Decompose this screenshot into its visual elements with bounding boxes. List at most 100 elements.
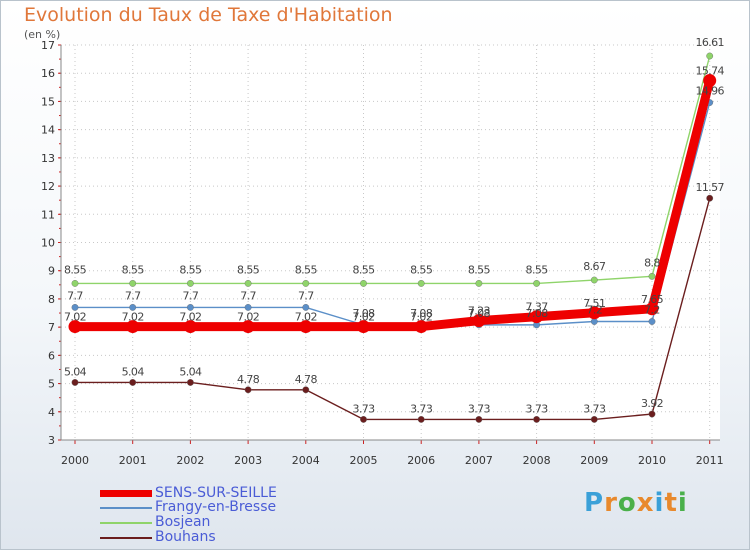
- legend-swatch: [100, 490, 152, 497]
- data-point: [706, 52, 714, 60]
- data-label: 7.02: [295, 311, 317, 324]
- data-point: [302, 280, 310, 287]
- data-point: [186, 303, 194, 311]
- y-tick-label: 14: [41, 124, 55, 137]
- data-point: [590, 416, 598, 423]
- data-label: 3.73: [352, 402, 375, 415]
- y-tick-label: 15: [41, 95, 55, 108]
- data-label: 4.78: [295, 373, 318, 386]
- data-point: [129, 303, 137, 311]
- data-point: [126, 320, 140, 334]
- x-tick-label: 2011: [696, 454, 724, 467]
- data-label: 8.55: [352, 263, 375, 276]
- data-point: [183, 320, 197, 334]
- data-point: [475, 280, 483, 287]
- x-tick-label: 2008: [523, 454, 551, 467]
- logo-letter: r: [604, 488, 618, 518]
- data-label: 8.55: [179, 263, 202, 276]
- data-point: [648, 410, 656, 418]
- legend-label: Bouhans: [155, 529, 216, 545]
- data-point: [414, 320, 428, 334]
- data-label: 3.73: [410, 402, 433, 415]
- x-tick-label: 2005: [350, 454, 378, 467]
- data-point: [533, 280, 540, 287]
- data-label: 3.92: [641, 397, 663, 410]
- data-label: 8.55: [295, 263, 318, 276]
- y-tick-label: 4: [48, 406, 55, 419]
- legend-item-bouhans: Bouhans: [100, 529, 400, 545]
- data-point: [357, 320, 370, 334]
- data-label: 3.73: [583, 402, 606, 415]
- data-label: 5.04: [179, 365, 202, 378]
- y-tick-label: 7: [48, 321, 55, 334]
- data-point: [590, 276, 598, 284]
- y-tick-label: 5: [48, 378, 55, 391]
- data-point: [71, 280, 79, 287]
- data-point: [129, 379, 137, 386]
- data-label: 8.55: [526, 263, 549, 276]
- data-label: 7.2: [644, 304, 660, 317]
- y-tick-label: 17: [41, 39, 55, 52]
- data-label: 7.02: [122, 311, 144, 324]
- data-label: 7.02: [410, 311, 432, 324]
- data-point: [241, 320, 255, 334]
- series-bouhans: [71, 194, 714, 423]
- y-tick-label: 6: [48, 349, 55, 362]
- data-label: 7.65: [641, 293, 664, 306]
- legend-item-bosjean: Bosjean: [100, 514, 400, 530]
- legend-label: Frangy-en-Bresse: [155, 499, 277, 515]
- data-label: 7.02: [352, 311, 374, 324]
- data-label: 5.04: [64, 365, 87, 378]
- data-point: [417, 416, 425, 423]
- data-label: 7.02: [64, 311, 86, 324]
- data-point: [186, 280, 194, 287]
- legend-swatch: [100, 522, 152, 524]
- data-label: 8.8: [644, 256, 660, 269]
- y-tick-label: 8: [48, 293, 55, 306]
- data-point: [244, 280, 252, 287]
- data-point: [360, 280, 367, 287]
- y-tick-label: 12: [41, 180, 55, 193]
- data-point: [129, 280, 137, 287]
- data-point: [417, 280, 425, 287]
- chart-title: Evolution du Taux de Taxe d'Habitation: [24, 4, 393, 26]
- data-point: [703, 74, 717, 88]
- data-label: 8.67: [583, 260, 606, 273]
- data-point: [475, 416, 483, 423]
- data-point: [706, 194, 714, 202]
- legend-label: SENS-SUR-SEILLE: [155, 485, 277, 501]
- y-tick-label: 10: [41, 237, 55, 250]
- y-tick-label: 9: [48, 265, 55, 278]
- data-point: [645, 302, 659, 316]
- data-label: 7.02: [237, 311, 259, 324]
- x-tick-label: 2006: [407, 454, 435, 467]
- data-label: 7.02: [179, 311, 201, 324]
- data-label: 11.57: [695, 181, 724, 194]
- data-point: [530, 310, 544, 324]
- data-label: 7.7: [298, 289, 314, 302]
- series-line: [70, 76, 715, 332]
- data-label: 7.08: [410, 307, 433, 320]
- data-point: [68, 320, 82, 334]
- data-label: 7.2: [586, 304, 602, 317]
- data-point: [533, 416, 540, 423]
- series-bosjean: [71, 52, 714, 287]
- data-label: 7.7: [183, 289, 199, 302]
- legend-swatch: [100, 507, 152, 509]
- series-line: [74, 55, 711, 285]
- chart-subtitle: (en %): [24, 28, 61, 41]
- data-label: 7.7: [240, 289, 256, 302]
- data-label: 8.55: [468, 263, 491, 276]
- data-label: 14.96: [695, 85, 724, 98]
- data-label: 8.55: [410, 263, 433, 276]
- legend-item-sens-sur-seille: SENS-SUR-SEILLE: [100, 485, 400, 501]
- x-tick-label: 2002: [176, 454, 204, 467]
- data-label: 4.78: [237, 373, 260, 386]
- proxiti-logo: Proxiti: [584, 488, 688, 518]
- data-label: 7.08: [468, 307, 491, 320]
- logo-letter: o: [617, 488, 637, 518]
- logo-letter: i: [677, 488, 688, 518]
- data-label: 5.04: [122, 365, 145, 378]
- data-point: [71, 379, 79, 386]
